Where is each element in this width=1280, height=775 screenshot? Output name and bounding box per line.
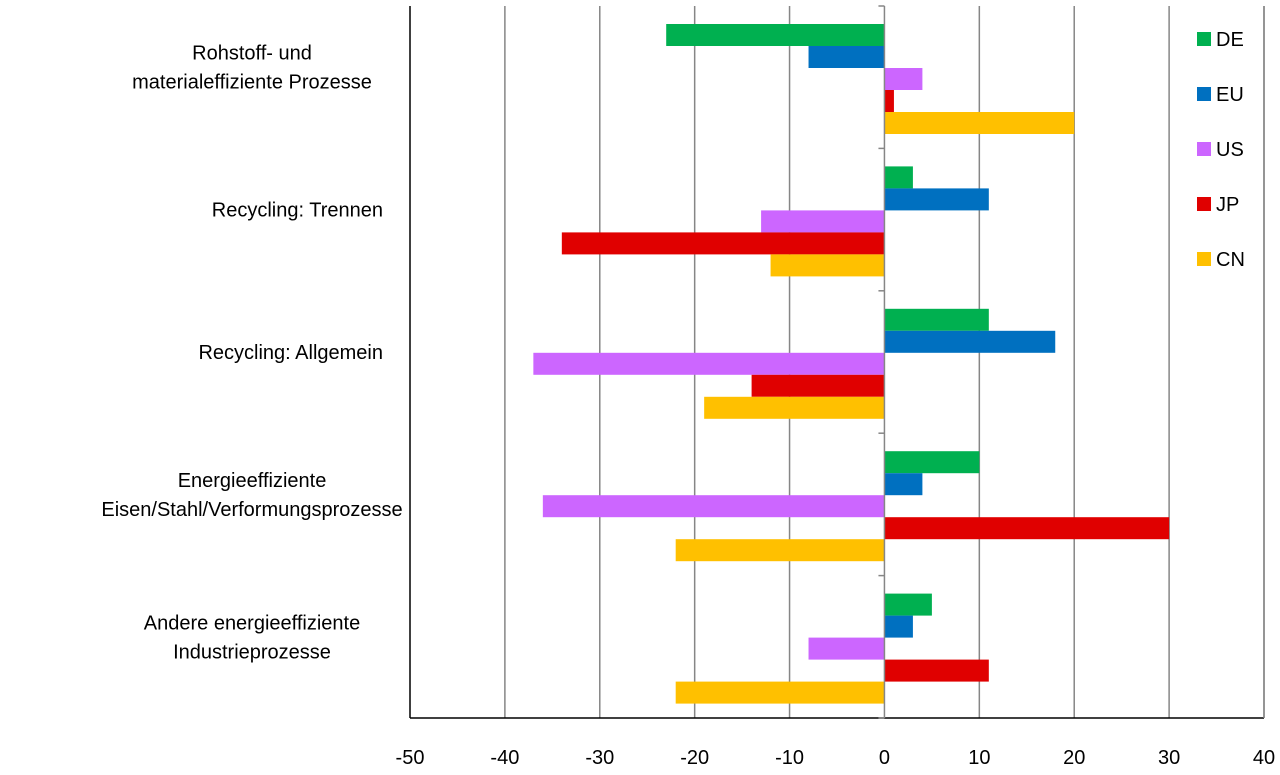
bar-jp — [561, 232, 885, 255]
bar-cn — [884, 112, 1075, 134]
bar-cn — [704, 396, 885, 419]
legend-swatch-eu — [1197, 87, 1211, 101]
bar-de — [884, 166, 913, 189]
x-tick-label: -40 — [490, 747, 519, 769]
x-tick-labels: -50 -40 -30 -20 -10 0 10 20 30 40 — [396, 747, 1276, 769]
bar-cn — [675, 539, 885, 562]
category-labels: Rohstoff- und materialeffiziente Prozesse… — [101, 43, 402, 664]
legend-swatch-cn — [1197, 252, 1211, 266]
category-label: Recycling: Trennen — [212, 200, 383, 222]
legend-label-jp: JP — [1216, 194, 1239, 216]
legend-label-us: US — [1216, 139, 1244, 161]
x-tick-label: 20 — [1063, 747, 1085, 769]
bar-jp — [884, 659, 989, 682]
legend-label-eu: EU — [1216, 84, 1244, 106]
bar-cn — [675, 681, 885, 704]
x-tick-label: -10 — [775, 747, 804, 769]
axes — [409, 5, 1265, 719]
category-label: Industrieprozesse — [173, 641, 331, 663]
legend-label-cn: CN — [1216, 249, 1245, 271]
bar-us — [542, 495, 885, 518]
legend-swatch-jp — [1197, 197, 1211, 211]
bar-de — [884, 308, 989, 331]
category-label: Rohstoff- und — [192, 43, 312, 65]
x-tick-label: 10 — [968, 747, 990, 769]
legend-label-de: DE — [1216, 29, 1244, 51]
category-label: Energieeffiziente — [178, 470, 327, 492]
x-tick-label: -50 — [396, 747, 425, 769]
bar-eu — [884, 615, 913, 638]
bar-us — [761, 210, 885, 233]
bar-de — [884, 593, 932, 616]
bar-eu — [808, 46, 885, 68]
category-label: materialeffiziente Prozesse — [132, 72, 372, 94]
bar-jp — [884, 517, 1170, 540]
bar-eu — [884, 330, 1056, 353]
legend-swatch-de — [1197, 32, 1211, 46]
legend: DE EU US JP CN — [1197, 29, 1245, 271]
x-tick-label: 0 — [879, 747, 890, 769]
bar-us — [808, 637, 885, 660]
bar-jp — [751, 374, 885, 397]
bar-cn — [770, 254, 885, 277]
x-tick-label: 40 — [1253, 747, 1275, 769]
x-tick-label: 30 — [1158, 747, 1180, 769]
bar-de — [884, 451, 980, 474]
category-label: Recycling: Allgemein — [198, 342, 383, 364]
bar-de — [666, 24, 885, 46]
bars — [533, 24, 1170, 704]
category-label: Andere energieeffiziente — [144, 612, 360, 634]
bar-jp — [884, 90, 894, 112]
x-tick-label: -20 — [680, 747, 709, 769]
bar-us — [533, 352, 885, 375]
x-tick-label: -30 — [585, 747, 614, 769]
bar-us — [884, 68, 923, 90]
bar-eu — [884, 188, 989, 211]
bar-eu — [884, 473, 923, 496]
category-label: Eisen/Stahl/Verformungsprozesse — [101, 499, 402, 521]
legend-swatch-us — [1197, 142, 1211, 156]
